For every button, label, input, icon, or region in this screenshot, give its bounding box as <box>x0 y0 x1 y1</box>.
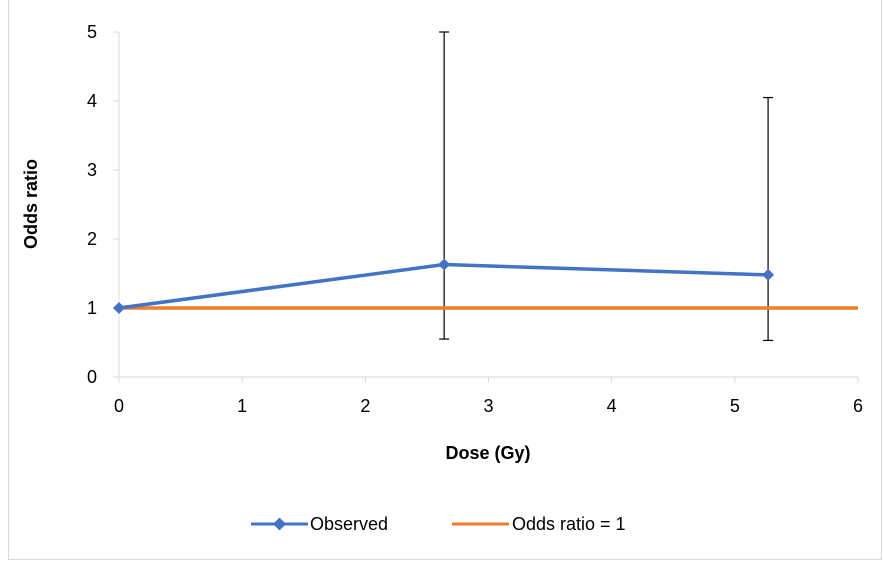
y-tick-label: 4 <box>87 91 97 111</box>
y-tick-label: 1 <box>87 298 97 318</box>
x-tick-label: 3 <box>483 396 493 416</box>
x-tick-label: 0 <box>114 396 124 416</box>
data-point-observed <box>438 258 451 271</box>
y-tick-label: 3 <box>87 160 97 180</box>
y-tick-label: 2 <box>87 229 97 249</box>
x-axis-title: Dose (Gy) <box>445 443 530 463</box>
y-axis-title: Odds ratio <box>21 159 41 249</box>
x-tick-label: 6 <box>853 396 863 416</box>
series-markers <box>113 258 775 314</box>
legend-label-reference: Odds ratio = 1 <box>512 514 626 534</box>
legend-item-observed: Observed <box>251 514 388 534</box>
chart-area <box>8 0 882 560</box>
x-tick-label: 1 <box>237 396 247 416</box>
error-bars <box>439 31 774 342</box>
legend: Observed Odds ratio = 1 <box>251 514 626 534</box>
x-tick-label: 5 <box>730 396 740 416</box>
data-point-observed <box>113 302 125 314</box>
series-lines <box>118 262 858 310</box>
legend-item-reference: Odds ratio = 1 <box>452 514 626 534</box>
legend-label-observed: Observed <box>310 514 388 534</box>
y-tick-label: 5 <box>87 22 97 42</box>
y-tick-label: 0 <box>87 367 97 387</box>
legend-marker-observed <box>273 517 286 531</box>
series-line-observed <box>118 262 769 310</box>
data-point-observed <box>762 268 775 281</box>
x-tick-label: 2 <box>360 396 370 416</box>
axes: 0 1 2 3 4 5 6 0 1 2 3 4 5 <box>87 22 863 416</box>
x-tick-label: 4 <box>607 396 617 416</box>
